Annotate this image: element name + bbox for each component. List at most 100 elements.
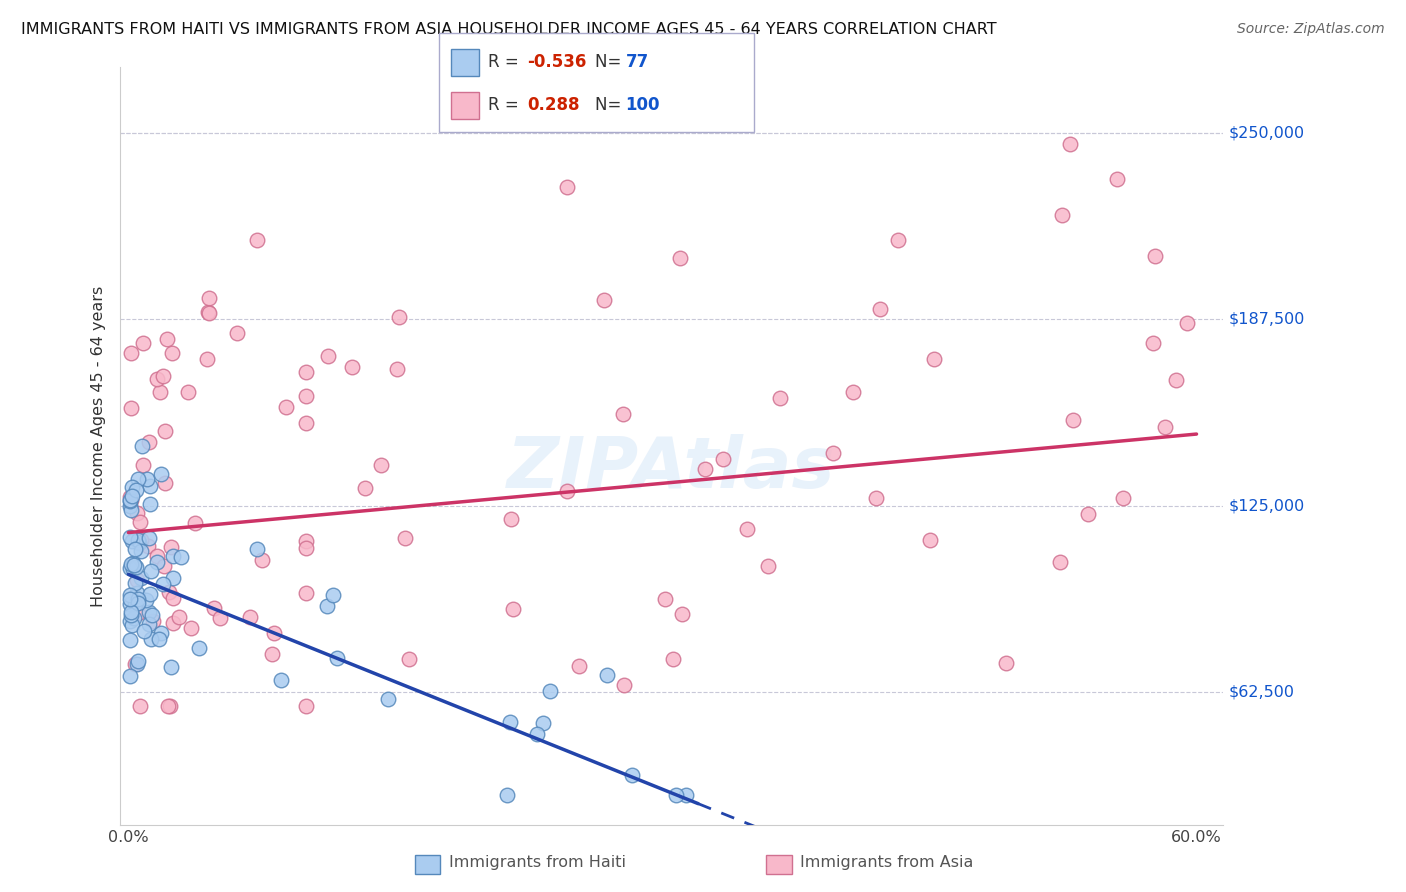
Point [1166,372,1188,386]
Point [526,727,548,741]
Point [156,332,179,346]
Point [146,555,169,569]
Point [246,233,269,247]
Point [120,490,142,504]
Point [262,647,284,661]
Point [125,560,148,574]
Point [125,507,148,521]
Point [665,789,688,803]
Point [326,651,349,665]
Point [276,400,298,414]
Point [121,480,143,494]
Point [141,607,163,622]
Point [208,611,231,625]
Point [246,541,269,556]
Point [139,564,162,578]
Point [1059,136,1081,151]
Point [994,657,1017,671]
Point [127,533,149,547]
Point [1049,555,1071,569]
Text: $62,500: $62,500 [1229,685,1295,699]
Point [132,458,155,472]
Point [295,534,318,549]
Point [354,482,377,496]
Point [612,407,634,421]
Point [120,614,142,628]
Point [238,609,260,624]
Point [225,326,247,340]
Y-axis label: Householder Income Ages 45 - 64 years: Householder Income Ages 45 - 64 years [91,285,107,607]
Point [1052,208,1074,222]
Point [737,523,759,537]
Point [148,632,170,646]
Point [153,424,176,438]
Point [315,599,337,614]
Point [120,588,142,602]
Point [162,572,184,586]
Point [129,516,152,530]
Point [496,789,519,803]
Point [125,483,148,498]
Point [198,291,221,305]
Point [250,552,273,566]
Point [499,512,522,526]
Point [120,592,142,607]
Point [187,641,209,656]
Text: Immigrants from Asia: Immigrants from Asia [800,855,973,870]
Point [124,558,146,572]
Point [662,652,685,666]
Point [120,503,142,517]
Point [121,562,143,576]
Point [555,483,578,498]
Text: IMMIGRANTS FROM HAITI VS IMMIGRANTS FROM ASIA HOUSEHOLDER INCOME AGES 45 - 64 YE: IMMIGRANTS FROM HAITI VS IMMIGRANTS FROM… [21,22,997,37]
Text: $250,000: $250,000 [1229,125,1305,140]
Text: N=: N= [595,96,626,114]
Point [145,549,167,563]
Point [295,389,318,403]
Point [152,577,174,591]
Point [377,692,399,706]
Point [531,715,554,730]
Point [198,306,221,320]
Text: R =: R = [488,96,529,114]
Point [398,651,420,665]
Point [142,615,165,629]
Point [150,626,173,640]
Text: $125,000: $125,000 [1229,499,1305,513]
Point [180,621,202,635]
Point [124,541,146,556]
Point [124,611,146,625]
Point [128,536,150,550]
Point [135,472,157,486]
Point [120,401,142,416]
Point [693,462,716,476]
Point [121,493,143,508]
Point [153,476,176,491]
Point [769,391,792,405]
Point [124,597,146,611]
Point [295,541,318,556]
Point [127,654,149,668]
Point [167,610,190,624]
Point [160,660,183,674]
Point [138,435,160,450]
Text: ZIPAtlas: ZIPAtlas [508,434,835,503]
Point [120,633,142,648]
Point [295,365,318,379]
Point [120,557,142,571]
Point [127,471,149,485]
Point [865,491,887,505]
Point [136,539,159,553]
Point [120,530,142,544]
Point [821,446,844,460]
Point [121,617,143,632]
Point [270,673,292,687]
Point [502,601,524,615]
Point [138,531,160,545]
Point [150,467,173,482]
Point [138,605,160,619]
Text: N=: N= [595,54,626,71]
Point [131,571,153,585]
Point [499,715,522,730]
Point [295,698,318,713]
